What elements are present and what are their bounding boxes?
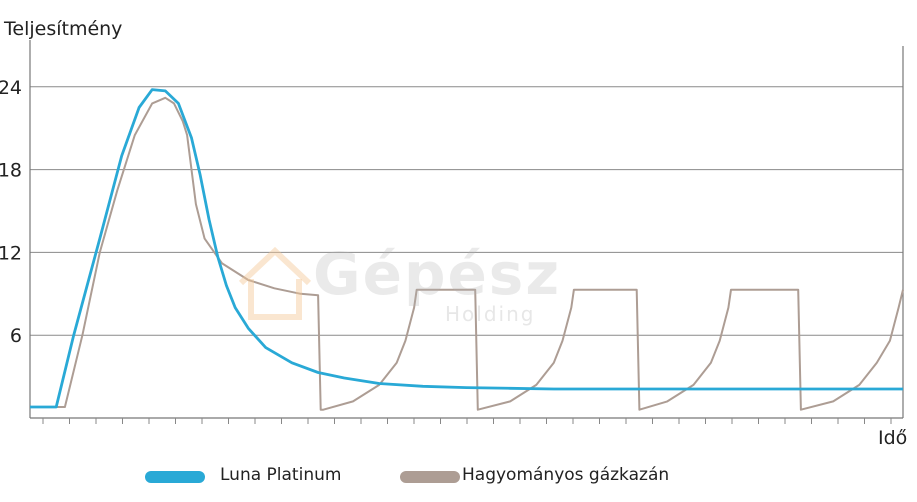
- series-layer: [30, 88, 904, 411]
- series-line-hagyomanyos-gazkazan: [30, 96, 904, 411]
- legend-label-hagyomanyos: Hagyományos gázkazán: [462, 465, 670, 485]
- legend-swatch-hagyomanyos: [400, 471, 460, 483]
- y-tick-label-6: 6: [10, 325, 22, 347]
- y-axis-title: Teljesítmény: [3, 18, 122, 40]
- legend: Luna Platinum Hagyományos gázkazán: [0, 462, 917, 492]
- legend-label-luna-platinum: Luna Platinum: [220, 465, 342, 485]
- legend-swatch-luna-platinum: [145, 471, 205, 483]
- y-tick-label-18: 18: [0, 160, 22, 182]
- series-line-luna-platinum: [30, 88, 903, 409]
- x-minor-ticks: [42, 418, 892, 424]
- y-tick-labels: 6 12 18 24: [0, 77, 22, 347]
- x-axis-title: Idő: [878, 427, 907, 449]
- y-tick-label-24: 24: [0, 77, 22, 99]
- y-tick-label-12: 12: [0, 242, 22, 264]
- chart-area: 6 12 18 24 Teljesítmény Idő: [0, 18, 907, 449]
- gridlines: [30, 86, 903, 336]
- axes: [29, 40, 904, 424]
